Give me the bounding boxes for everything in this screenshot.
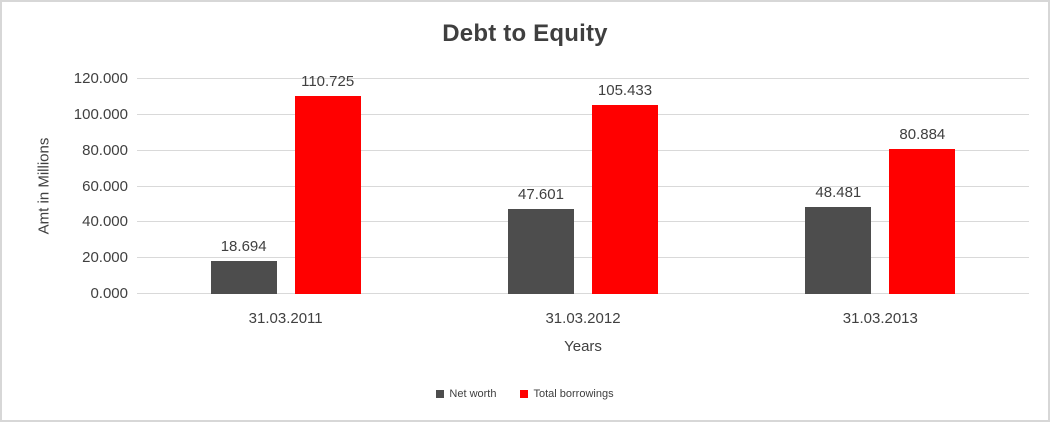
legend-label: Total borrowings: [533, 388, 614, 400]
y-axis-tick-label: 100.000: [73, 105, 128, 123]
bar-net-worth: [210, 260, 277, 294]
y-axis-tick-label: 40.000: [82, 213, 128, 231]
x-axis-tick-label: 31.03.2013: [842, 310, 918, 327]
data-label: 80.884: [899, 126, 946, 144]
y-axis-tick-label: 0.000: [90, 285, 128, 302]
bar-total-borrowings: [592, 105, 658, 294]
x-axis-title: Years: [564, 338, 602, 355]
legend-item: Net worth: [436, 388, 496, 400]
gridline: [137, 257, 1029, 259]
gridline: [137, 113, 1029, 115]
bar-net-worth: [508, 208, 574, 294]
data-label: 47.601: [518, 185, 564, 203]
gridline: [137, 149, 1029, 151]
gridline: [137, 78, 1029, 79]
bar-net-worth: [805, 207, 872, 294]
gridline: [137, 185, 1029, 187]
chart-title: Debt to Equity: [442, 20, 608, 47]
y-axis-tick-label: 60.000: [82, 177, 128, 195]
y-axis-tick-labels: 0.000 20.000 40.000 60.000 80.000 100.000 120.…: [2, 70, 128, 302]
bar-total-borrowings: [889, 149, 956, 294]
legend-swatch-net-worth: [436, 390, 445, 398]
legend-label: Net worth: [449, 388, 497, 400]
gridline: [137, 221, 1029, 223]
data-label: 18.694: [220, 237, 267, 255]
bar-total-borrowings: [294, 95, 361, 294]
data-label: 105.433: [597, 82, 653, 100]
legend-swatch-total-borrowings: [520, 390, 529, 398]
plot-area: 18.694 110.725 47.601 105.433 48.481 80.884: [137, 73, 1029, 294]
legend-item: Total borrowings: [520, 388, 614, 400]
data-label: 110.725: [301, 72, 355, 90]
x-axis-tick-labels: 31.03.2011 31.03.2012 31.03.2013: [137, 310, 1029, 330]
data-label: 48.481: [815, 184, 862, 202]
y-axis-tick-label: 120.000: [73, 70, 128, 87]
y-axis-tick-label: 20.000: [82, 249, 128, 267]
x-axis-tick-label: 31.03.2012: [545, 310, 621, 327]
x-axis-tick-label: 31.03.2011: [248, 310, 323, 327]
legend: Net worth Total borrowings: [2, 388, 1048, 400]
y-axis-tick-label: 80.000: [82, 141, 128, 159]
gridline: [137, 293, 1029, 294]
